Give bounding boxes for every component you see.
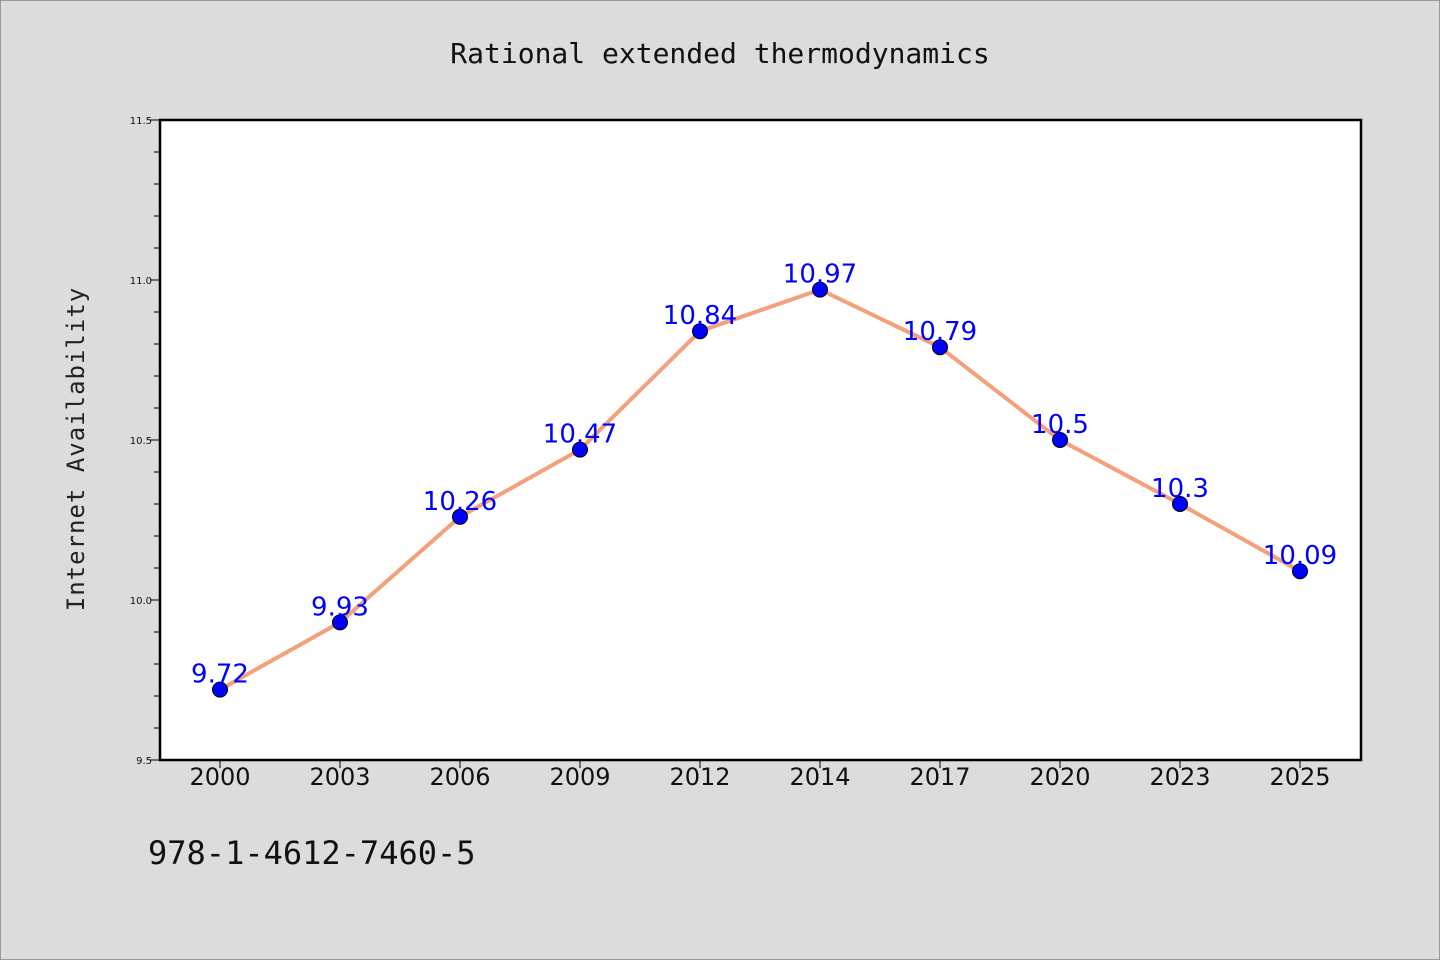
x-tick-label: 2012 <box>669 763 730 791</box>
data-label: 9.72 <box>191 660 249 690</box>
data-point <box>1052 432 1068 448</box>
chart-title: Rational extended thermodynamics <box>450 37 989 70</box>
data-label: 10.47 <box>543 420 617 450</box>
y-tick-label: 9.5 <box>136 756 152 767</box>
data-label: 10.5 <box>1031 410 1089 440</box>
x-tick-label: 2009 <box>549 763 610 791</box>
series-line <box>218 287 1302 692</box>
isbn-code: 978-1-4612-7460-5 <box>148 834 476 872</box>
series-layer: 9.72 9.93 10.26 10.47 10.84 10.97 10.79 10.5 10.… <box>191 260 1337 698</box>
x-tick-label: 2006 <box>429 763 490 791</box>
x-tick-label: 2020 <box>1029 763 1090 791</box>
data-point <box>692 323 708 340</box>
plot-frame <box>158 118 1363 762</box>
data-label: 9.93 <box>311 592 369 622</box>
data-point <box>1292 563 1308 580</box>
data-label: 10.97 <box>783 260 857 290</box>
data-label: 10.79 <box>903 317 977 347</box>
data-point <box>452 508 468 525</box>
data-point <box>332 614 348 631</box>
data-point <box>212 681 228 698</box>
plot-area <box>160 120 1361 760</box>
x-tick-label: 2025 <box>1269 763 1330 791</box>
data-point <box>1172 496 1188 512</box>
y-tick-label: 10.5 <box>130 436 152 447</box>
y-axis-label: Internet Availability <box>62 287 90 611</box>
y-tick-label: 11.5 <box>130 116 152 127</box>
x-tick-label: 2023 <box>1149 763 1210 791</box>
x-tick-label: 2014 <box>789 763 850 791</box>
x-tick-label: 2017 <box>909 763 970 791</box>
y-axis-ticks: 9.5 10.0 10.5 11.0 11.5 <box>130 116 160 767</box>
x-tick-label: 2003 <box>309 763 370 791</box>
data-label: 10.26 <box>423 487 497 517</box>
data-label: 10.09 <box>1263 541 1337 571</box>
data-point <box>812 281 828 298</box>
x-axis-ticks: 2000 2003 2006 2009 2012 2014 2017 2020 2023 2025 <box>189 760 1331 791</box>
data-label: 10.84 <box>663 301 737 331</box>
data-point <box>572 441 588 458</box>
y-tick-label: 11.0 <box>130 276 152 287</box>
data-label: 10.3 <box>1151 474 1209 504</box>
x-tick-label: 2000 <box>189 763 250 791</box>
data-point <box>932 339 948 356</box>
y-tick-label: 10.0 <box>130 596 152 607</box>
